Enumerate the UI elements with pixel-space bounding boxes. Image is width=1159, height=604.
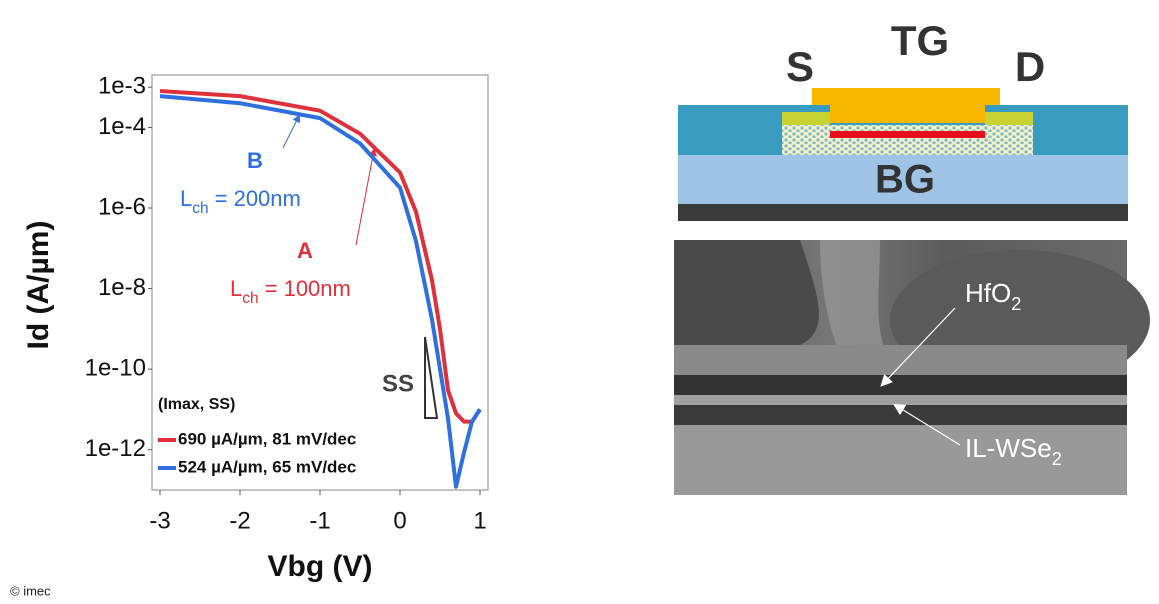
oxide	[830, 131, 985, 138]
sem-layer	[674, 395, 1127, 405]
series-line	[159, 94, 482, 489]
layer-label: HfO2	[965, 278, 1021, 314]
layer-label-part: 2	[1052, 449, 1062, 469]
back-gate	[678, 155, 1128, 204]
annotation-label-part: L	[230, 276, 242, 301]
contact	[782, 112, 830, 125]
x-axis-title: Vbg (V)	[268, 550, 373, 583]
sem-region	[820, 240, 900, 375]
ss-label: SS	[382, 370, 414, 397]
layer-label-part: HfO	[965, 278, 1011, 308]
channel	[782, 125, 1033, 155]
annotation-label-part: ch	[192, 200, 208, 217]
arrow	[355, 148, 377, 246]
annotation-label-part: L	[180, 186, 192, 211]
annotation-label-part: ch	[242, 290, 258, 307]
y-tick-label: 1e-6	[98, 193, 146, 220]
micrograph	[674, 240, 1150, 495]
y-tick-label: 1e-3	[98, 72, 146, 99]
sem-region	[674, 240, 819, 345]
drain-label: D	[1015, 43, 1045, 90]
layer-label-part: IL-WSe	[965, 433, 1052, 463]
y-tick-label: 1e-8	[98, 274, 146, 301]
legend-title: (Imax, SS)	[158, 396, 235, 413]
annotation-label: Lch = 200nm	[180, 186, 301, 217]
ss-triangle	[424, 336, 439, 419]
y-tick-label: 1e-12	[85, 435, 146, 462]
series-line	[159, 89, 482, 424]
sem-layer	[674, 375, 1127, 395]
x-tick-label: 1	[473, 507, 486, 534]
y-tick-label: 1e-4	[98, 113, 146, 140]
y-axis-title: Id (A/µm)	[22, 221, 55, 350]
layer-label: IL-WSe2	[965, 433, 1062, 469]
device-diagram: S TG D BG	[678, 17, 1128, 221]
sem-layer	[674, 345, 1127, 375]
source-label: S	[786, 43, 814, 90]
x-tick-label: 0	[393, 507, 406, 534]
layer-label-part: 2	[1011, 294, 1021, 314]
contact	[985, 112, 1033, 125]
back-gate-label: BG	[875, 158, 935, 202]
legend-label: 690 µA/µm, 81 mV/dec	[178, 429, 356, 448]
footer: © imec	[10, 583, 51, 598]
annotation-label-part: = 100nm	[259, 276, 351, 301]
gate-label: TG	[891, 17, 949, 64]
chart: Vbg (V) Id (A/µm) SS (Imax, SS)	[22, 74, 489, 583]
x-tick-label: -3	[149, 507, 170, 534]
sem-layer	[674, 425, 1127, 495]
annotation-label: Lch = 100nm	[230, 276, 351, 307]
arrow	[892, 403, 961, 446]
y-tick-label: 1e-10	[85, 354, 146, 381]
x-tick-label: -2	[229, 507, 250, 534]
arrow	[880, 307, 956, 387]
legend-label: 524 µA/µm, 65 mV/dec	[178, 457, 356, 476]
arrow	[282, 114, 300, 149]
substrate	[678, 204, 1128, 221]
annotation-letter: B	[247, 148, 263, 173]
x-tick-label: -1	[309, 507, 330, 534]
annotation-label-part: = 200nm	[209, 186, 301, 211]
annotation-letter: A	[297, 238, 313, 263]
top-gate	[812, 88, 1000, 123]
